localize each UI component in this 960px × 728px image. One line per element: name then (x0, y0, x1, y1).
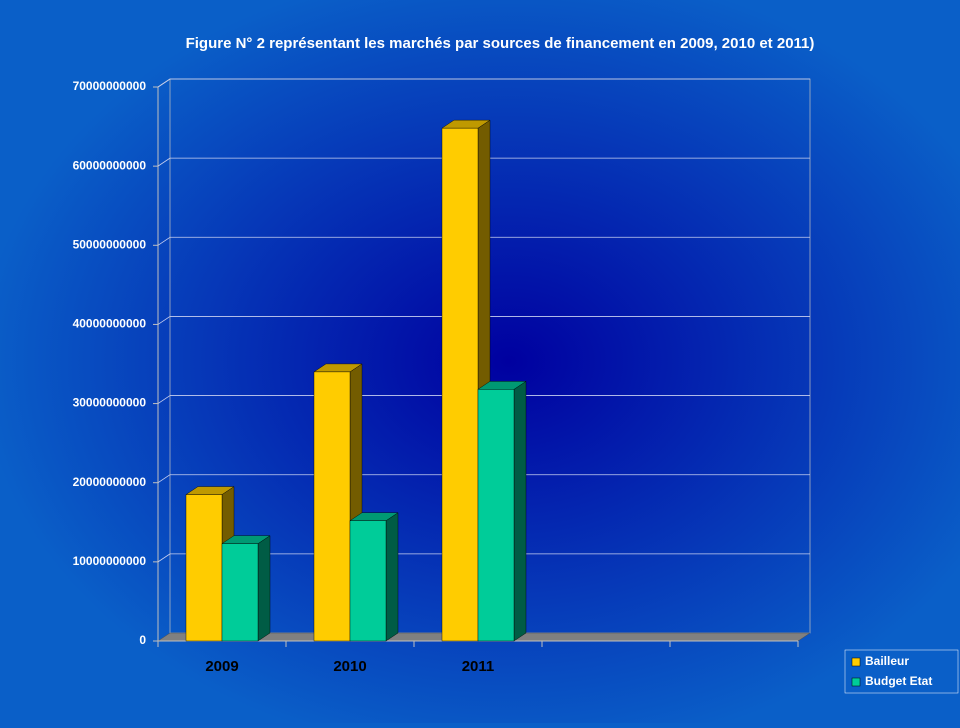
bar (221, 535, 271, 642)
grid-line (157, 78, 171, 88)
bar-front (313, 371, 351, 642)
legend-label: Bailleur (865, 654, 909, 668)
y-tick-label: 60000000000 (73, 158, 147, 172)
chart-title: Figure N° 2 représentant les marchés par… (186, 35, 815, 52)
bar (477, 380, 527, 642)
grid-line (157, 157, 171, 167)
legend-swatch (851, 677, 861, 687)
y-tick-label: 50000000000 (73, 237, 147, 251)
grid-line (157, 395, 171, 404)
x-tick-label: 2011 (462, 658, 495, 675)
y-tick-label: 70000000000 (73, 79, 147, 93)
bar-front (441, 127, 479, 642)
bar-side (513, 380, 527, 642)
y-tick-label: 20000000000 (73, 475, 147, 489)
grid-line (157, 316, 171, 325)
bar-front (221, 543, 259, 642)
legend-box (844, 649, 959, 694)
bar-front (185, 494, 223, 642)
x-tick-label: 2009 (205, 658, 238, 675)
legend-label: Budget Etat (865, 674, 932, 688)
y-tick-label: 30000000000 (73, 396, 147, 410)
grid-line (157, 236, 171, 246)
bar-front (349, 520, 387, 642)
y-tick-label: 10000000000 (73, 554, 147, 568)
y-tick-label: 40000000000 (73, 317, 147, 331)
grid-line (157, 474, 171, 484)
bar-side (257, 535, 271, 642)
legend-swatch (851, 657, 861, 667)
bar-side (385, 512, 399, 642)
bar-front (477, 389, 515, 642)
bar (349, 512, 399, 642)
grid-line (157, 553, 171, 563)
y-tick-label: 0 (139, 633, 146, 647)
x-tick-label: 2010 (333, 658, 366, 675)
